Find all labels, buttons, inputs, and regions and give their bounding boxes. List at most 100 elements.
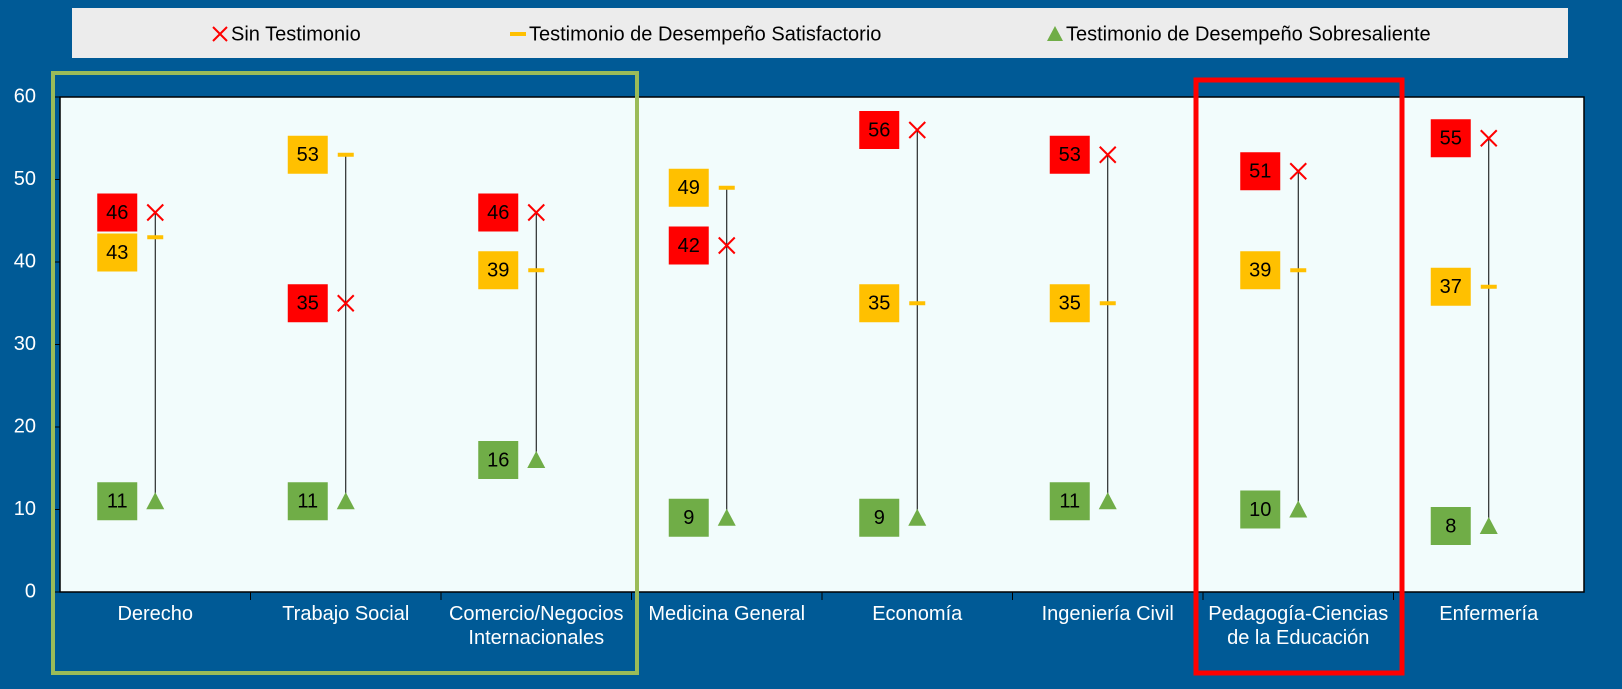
legend-label: Testimonio de Desempeño Sobresaliente xyxy=(1066,23,1431,45)
marker-dash xyxy=(147,235,164,240)
legend-label: Sin Testimonio xyxy=(231,23,361,45)
data-label-box xyxy=(1430,507,1471,545)
category-group: 49 42 9 xyxy=(668,168,736,537)
y-tick-label: 10 xyxy=(14,498,36,520)
legend-background xyxy=(72,8,1568,58)
data-label-box xyxy=(1240,251,1281,290)
data-label-box xyxy=(1049,135,1090,174)
data-label-box xyxy=(287,135,328,174)
marker-dash xyxy=(718,185,735,190)
x-tick-label: Economía xyxy=(872,603,963,625)
data-label-box xyxy=(287,482,328,521)
legend-symbol xyxy=(510,32,526,36)
data-label: 42 xyxy=(678,235,700,257)
data-label: 56 xyxy=(868,119,890,141)
data-label-box xyxy=(668,226,709,265)
marker-x xyxy=(908,121,926,139)
category-group: 53 35 11 xyxy=(1049,135,1117,521)
legend-item: Testimonio de Desempeño Sobresaliente xyxy=(1047,23,1431,45)
data-label: 43 xyxy=(106,242,128,264)
legend-item: Testimonio de Desempeño Satisfactorio xyxy=(510,23,881,45)
x-tick-label: Ingeniería Civil xyxy=(1041,603,1174,625)
marker-dash xyxy=(337,152,354,157)
category-group: 56 35 9 xyxy=(859,111,927,537)
data-label-box xyxy=(1240,490,1281,529)
marker-triangle xyxy=(336,492,355,510)
x-tick-label: Derecho xyxy=(117,603,194,625)
x-tick-label: Enfermería xyxy=(1439,603,1539,625)
data-label-box xyxy=(478,193,519,232)
data-label: 9 xyxy=(874,507,885,529)
marker-dash xyxy=(1480,284,1497,289)
marker-dash xyxy=(1290,268,1307,273)
data-label: 10 xyxy=(1249,499,1271,521)
marker-triangle xyxy=(1289,500,1308,518)
category-group: 46 43 11 xyxy=(97,193,165,521)
x-tick-label: Pedagogía-Ciencias de la Educación xyxy=(1208,603,1389,649)
category-group: 46 39 16 xyxy=(478,193,546,479)
marker-x xyxy=(1289,162,1307,180)
data-label: 37 xyxy=(1440,276,1462,298)
data-label-box xyxy=(1049,482,1090,521)
x-tick-label: Comercio/Negocios Internacionales xyxy=(448,603,624,649)
x-tick-label: Trabajo Social xyxy=(282,603,410,625)
data-label-box xyxy=(859,111,900,149)
marker-x xyxy=(146,203,164,222)
data-label-box xyxy=(97,482,138,521)
legend-symbol xyxy=(1047,26,1063,41)
data-label: 35 xyxy=(868,293,890,315)
marker-triangle xyxy=(908,508,927,526)
data-label: 11 xyxy=(107,491,128,513)
data-label-box xyxy=(859,284,900,323)
highlight-box xyxy=(51,71,639,675)
y-tick-label: 30 xyxy=(14,333,36,355)
data-label: 9 xyxy=(683,507,694,529)
data-label: 53 xyxy=(297,144,319,166)
data-label: 8 xyxy=(1445,515,1456,537)
marker-triangle xyxy=(1098,492,1117,510)
legend-symbol xyxy=(212,26,228,42)
marker-x xyxy=(1480,129,1498,147)
data-label: 39 xyxy=(1249,260,1271,282)
category-group: 53 35 11 xyxy=(287,135,355,521)
marker-dash xyxy=(909,301,926,306)
data-label-box xyxy=(1430,119,1471,158)
data-label: 35 xyxy=(297,293,319,315)
category-group: 51 39 10 xyxy=(1240,152,1308,529)
legend-label: Testimonio de Desempeño Satisfactorio xyxy=(529,23,881,45)
category-group: 55 37 8 xyxy=(1430,119,1498,545)
data-label: 35 xyxy=(1059,293,1081,315)
marker-triangle xyxy=(1479,517,1498,534)
data-label: 49 xyxy=(678,177,700,199)
highlight-box xyxy=(1193,77,1405,676)
data-label: 46 xyxy=(487,202,509,224)
marker-dash xyxy=(528,268,545,273)
data-label: 55 xyxy=(1440,128,1462,150)
y-tick-label: 20 xyxy=(14,415,36,437)
data-label-box xyxy=(1049,284,1090,323)
data-label: 39 xyxy=(487,260,509,282)
data-label: 11 xyxy=(1059,491,1080,513)
marker-x xyxy=(527,203,545,222)
data-label-box xyxy=(478,251,519,290)
x-tick-label: Medicina General xyxy=(648,603,806,625)
marker-triangle xyxy=(527,451,546,468)
data-label-box xyxy=(97,233,138,272)
marker-triangle xyxy=(146,492,165,510)
marker-x xyxy=(718,236,736,255)
data-label-box xyxy=(668,498,709,537)
data-label: 51 xyxy=(1249,161,1271,183)
data-label-box xyxy=(668,168,709,207)
data-label-box xyxy=(859,498,900,537)
marker-x xyxy=(337,294,355,312)
data-label: 16 xyxy=(487,449,509,471)
data-label: 46 xyxy=(106,202,128,224)
marker-triangle xyxy=(717,508,736,526)
data-label-box xyxy=(478,441,519,479)
legend-item: Sin Testimonio xyxy=(212,23,361,45)
y-tick-label: 40 xyxy=(14,250,36,272)
data-label: 11 xyxy=(297,491,318,513)
data-label-box xyxy=(1240,152,1281,191)
y-tick-label: 50 xyxy=(14,168,36,190)
